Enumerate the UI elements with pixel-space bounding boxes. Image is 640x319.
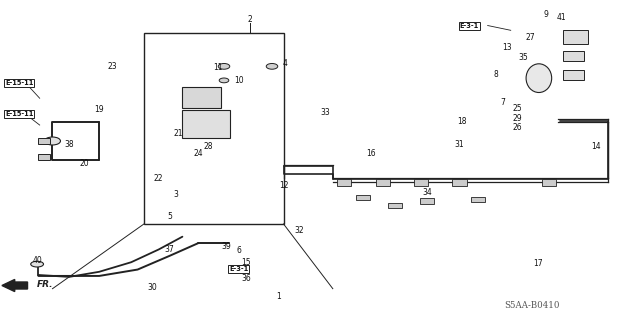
Ellipse shape [218, 63, 230, 69]
Text: 32: 32 [294, 226, 305, 235]
Bar [182, 110, 230, 138]
Bar [471, 197, 485, 202]
Bar [563, 30, 588, 44]
Text: S5AA-B0410: S5AA-B0410 [505, 301, 560, 310]
Bar [376, 179, 390, 186]
Bar [563, 70, 584, 80]
Text: 16: 16 [366, 149, 376, 158]
Bar [420, 198, 434, 204]
Text: 31: 31 [454, 140, 465, 149]
Text: 2: 2 [247, 15, 252, 24]
Text: 25: 25 [512, 104, 522, 113]
Ellipse shape [219, 78, 229, 83]
Text: 23: 23 [107, 62, 117, 71]
Text: 12: 12 [279, 181, 288, 190]
Text: 24: 24 [193, 149, 204, 158]
Text: 6: 6 [236, 246, 241, 255]
FancyArrow shape [2, 279, 28, 292]
Text: E-3-1: E-3-1 [229, 266, 248, 271]
Text: 10: 10 [234, 76, 244, 85]
Text: 15: 15 [241, 258, 252, 267]
Bar [563, 51, 584, 61]
Text: 5: 5 [167, 212, 172, 221]
Text: 39: 39 [221, 242, 231, 251]
Text: 18: 18 [458, 117, 467, 126]
Text: 41: 41 [557, 13, 567, 22]
Text: 35: 35 [518, 53, 529, 62]
Text: E-3-1: E-3-1 [460, 23, 479, 28]
Text: 17: 17 [532, 259, 543, 268]
Text: 21: 21 [173, 129, 182, 138]
Bar [182, 87, 221, 108]
Ellipse shape [266, 63, 278, 69]
Bar [356, 195, 370, 200]
Text: 29: 29 [512, 114, 522, 122]
Text: 27: 27 [525, 33, 535, 42]
Text: 20: 20 [79, 159, 90, 168]
Text: 8: 8 [493, 70, 499, 78]
Bar [388, 203, 402, 208]
Bar [414, 179, 428, 186]
Text: 40: 40 [32, 256, 42, 265]
Text: 11: 11 [213, 63, 222, 72]
Ellipse shape [526, 64, 552, 93]
Text: 19: 19 [94, 105, 104, 114]
Text: 7: 7 [500, 98, 505, 107]
Text: 28: 28 [204, 142, 212, 151]
Text: 22: 22 [154, 174, 163, 183]
Text: 3: 3 [173, 190, 179, 199]
Ellipse shape [31, 261, 44, 267]
Text: E-15-11: E-15-11 [5, 111, 33, 117]
Text: 1: 1 [276, 292, 281, 300]
Text: 9: 9 [543, 10, 548, 19]
Text: 37: 37 [164, 245, 175, 254]
Text: 34: 34 [422, 188, 433, 197]
Text: FR.: FR. [36, 280, 53, 289]
Bar [542, 179, 556, 186]
Bar [337, 179, 351, 186]
Text: 14: 14 [591, 142, 602, 151]
Text: 26: 26 [512, 123, 522, 132]
Text: 4: 4 [282, 59, 287, 68]
Bar [452, 179, 467, 186]
Bar [38, 138, 50, 144]
Text: 30: 30 [147, 283, 157, 292]
Text: 36: 36 [241, 274, 252, 283]
Bar [144, 33, 284, 224]
Text: E-15-11: E-15-11 [5, 80, 33, 86]
Text: 33: 33 [320, 108, 330, 117]
Bar [38, 154, 50, 160]
Ellipse shape [45, 137, 61, 145]
Text: 38: 38 [64, 140, 74, 149]
Text: 13: 13 [502, 43, 512, 52]
